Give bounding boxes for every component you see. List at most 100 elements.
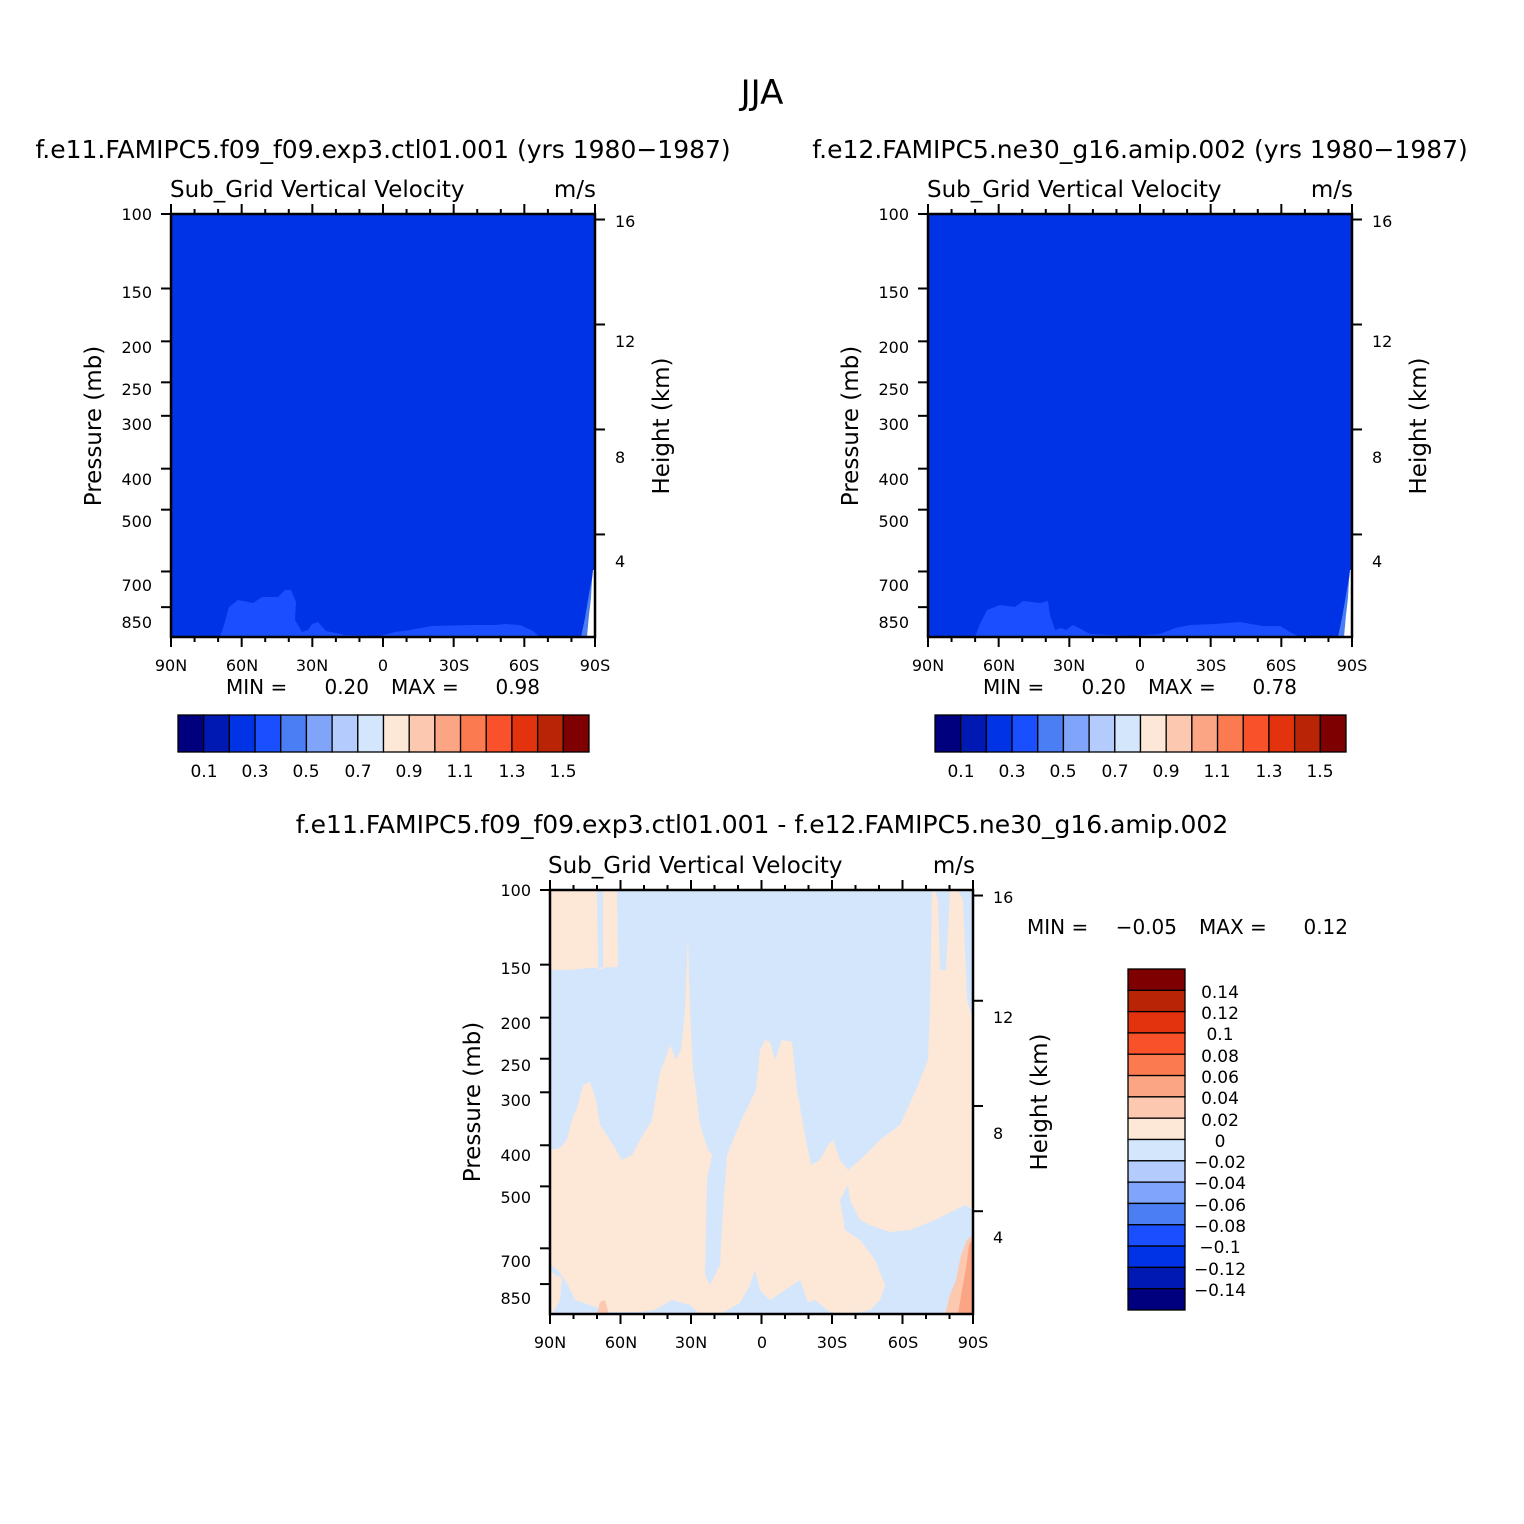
y-ticklabel: 100 [878, 205, 909, 224]
panel-3-x-ticklabels: 90N 60N 30N 0 30S 60S 90S [534, 1333, 988, 1352]
y-ticklabel: 850 [878, 613, 909, 632]
colorbar-label: 1.1 [1203, 762, 1230, 782]
x-ticklabel: 30S [439, 656, 470, 675]
panel-1-max-label: MAX = [391, 675, 459, 699]
panel-1-min-value: 0.20 [324, 675, 369, 699]
panel-1-y-ticklabels: 100 150 200 250 300 400 500 700 850 [121, 205, 152, 632]
x-ticklabel: 30N [1053, 656, 1085, 675]
colorbar-label: 0.04 [1201, 1089, 1239, 1109]
y-ticklabel: 150 [878, 283, 909, 302]
y-ticklabel: 850 [500, 1289, 531, 1308]
panel-2: f.e12.FAMIPC5.ne30_g16.amip.002 (yrs 198… [812, 135, 1468, 782]
colorbar-box [331, 714, 359, 753]
y-right-ticklabel: 16 [615, 212, 635, 231]
panel-3-max-label: MAX = [1199, 915, 1267, 939]
panel-1-colorbar-labels: 0.1 0.3 0.5 0.7 0.9 1.1 1.3 1.5 [190, 762, 576, 782]
panel-3-strong-positive-1 [597, 1300, 609, 1314]
colorbar-label: 0.1 [1206, 1025, 1233, 1045]
panel-3-ylabel-right: Height (km) [1027, 1033, 1053, 1170]
panel-3-ticks [540, 880, 983, 1324]
panel-2-x-ticklabels: 90N 60N 30N 0 30S 60S 90S [912, 656, 1367, 675]
figure-title: JJA [739, 73, 784, 113]
colorbar-box [1114, 714, 1142, 753]
colorbar-box [1127, 1202, 1186, 1226]
x-ticklabel: 90N [912, 656, 944, 675]
panel-2-min-label: MIN = [983, 675, 1044, 699]
colorbar-label: 1.5 [1306, 762, 1333, 782]
x-ticklabel: 60N [605, 1333, 637, 1352]
colorbar-label: −0.14 [1194, 1281, 1246, 1301]
y-right-ticklabel: 16 [1372, 212, 1392, 231]
panel-3-y-ticklabels: 100 150 200 250 300 400 500 700 850 [500, 881, 531, 1308]
colorbar-box [960, 714, 988, 753]
y-right-ticklabel: 8 [1372, 448, 1382, 467]
colorbar-label: 1.3 [498, 762, 525, 782]
colorbar-label: 0.9 [395, 762, 422, 782]
colorbar-box [1127, 1266, 1186, 1290]
colorbar-box [1127, 1117, 1186, 1141]
panel-1-max-value: 0.98 [495, 675, 540, 699]
colorbar-label: 0.5 [292, 762, 319, 782]
colorbar-box [1088, 714, 1116, 753]
panel-3-min-value: −0.05 [1116, 915, 1177, 939]
colorbar-label: −0.02 [1194, 1153, 1246, 1173]
y-right-ticklabel: 8 [615, 448, 625, 467]
colorbar-box [985, 714, 1013, 753]
panel-2-max-label: MAX = [1148, 675, 1216, 699]
panel-3-max-value: 0.12 [1303, 915, 1348, 939]
y-ticklabel: 500 [500, 1188, 531, 1207]
colorbar-label: 0.12 [1201, 1004, 1239, 1024]
colorbar-box [1127, 1288, 1186, 1311]
colorbar-box [1127, 968, 1186, 991]
x-ticklabel: 60N [226, 656, 258, 675]
colorbar-box [280, 714, 308, 753]
colorbar-box [485, 714, 513, 753]
x-ticklabel: 30N [296, 656, 328, 675]
colorbar-box [1127, 1096, 1186, 1119]
panel-1-ylabel: Pressure (mb) [81, 346, 107, 506]
x-ticklabel: 30S [817, 1333, 848, 1352]
y-ticklabel: 250 [500, 1056, 531, 1075]
colorbar-box [1127, 1032, 1186, 1055]
panel-3-positive-main [550, 890, 973, 1314]
colorbar-box [1127, 1010, 1186, 1034]
panel-2-colorbar [934, 714, 1347, 753]
colorbar-box [1165, 714, 1193, 753]
colorbar-box [934, 714, 962, 753]
panel-3-units-label: m/s [933, 853, 975, 879]
colorbar-box [434, 714, 462, 753]
y-right-ticklabel: 4 [1372, 552, 1382, 571]
colorbar-box [459, 714, 487, 753]
colorbar-box [254, 714, 282, 753]
panel-3-positive-lower-left [550, 1270, 562, 1314]
panel-3-colorbar-labels: 0.14 0.12 0.1 0.08 0.06 0.04 0.02 0 −0.0… [1194, 983, 1246, 1301]
colorbar-label: 1.1 [446, 762, 473, 782]
x-ticklabel: 30S [1196, 656, 1227, 675]
colorbar-label: 0.1 [190, 762, 217, 782]
panel-2-colorbar-labels: 0.1 0.3 0.5 0.7 0.9 1.1 1.3 1.5 [947, 762, 1333, 782]
panel-1-polar-missing [587, 570, 595, 637]
colorbar-box [1011, 714, 1039, 753]
panel-3-ylabel: Pressure (mb) [460, 1022, 486, 1182]
panel-1-lowlevel-contour [220, 590, 540, 637]
y-right-ticklabel: 4 [615, 552, 625, 571]
colorbar-box [511, 714, 539, 753]
colorbar-box [1127, 1245, 1186, 1269]
colorbar-label: 0.1 [947, 762, 974, 782]
colorbar-box [1242, 714, 1270, 753]
panel-1-plot-area [161, 204, 605, 647]
y-right-ticklabel: 16 [993, 888, 1013, 907]
panel-1-y-right-ticklabels: 16 12 8 4 [615, 212, 635, 571]
colorbar-box [1127, 1181, 1186, 1205]
colorbar-box [1127, 1160, 1186, 1183]
colorbar-box [1127, 1053, 1186, 1077]
colorbar-box [536, 714, 564, 753]
colorbar-box [1062, 714, 1090, 753]
panel-1-min-label: MIN = [226, 675, 287, 699]
y-ticklabel: 100 [500, 881, 531, 900]
colorbar-label: 1.5 [549, 762, 576, 782]
y-right-ticklabel: 12 [1372, 332, 1392, 351]
colorbar-label: 0.02 [1201, 1111, 1239, 1131]
colorbar-label: −0.08 [1194, 1217, 1246, 1237]
